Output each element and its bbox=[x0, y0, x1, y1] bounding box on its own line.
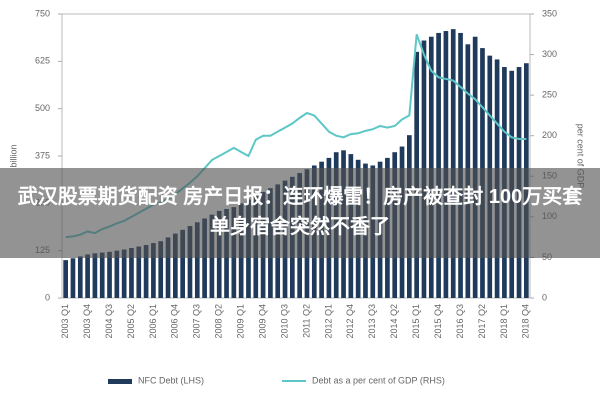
x-tick-label: 2012 Q4 bbox=[345, 304, 355, 339]
y-tick-label: 625 bbox=[35, 56, 50, 66]
x-tick-label: 2009 Q1 bbox=[236, 304, 246, 339]
x-tick-label: 2014 Q2 bbox=[389, 304, 399, 339]
bar bbox=[458, 32, 463, 298]
x-tick-label: 2008 Q2 bbox=[214, 304, 224, 339]
legend-label: NFC Debt (LHS) bbox=[138, 375, 204, 385]
x-tick-label: 2005 Q2 bbox=[126, 304, 136, 339]
bar bbox=[129, 248, 134, 298]
bar bbox=[472, 36, 478, 298]
bar bbox=[121, 249, 127, 298]
bar bbox=[151, 243, 156, 298]
x-tick-label: 2003 Q1 bbox=[60, 304, 70, 339]
bar bbox=[180, 229, 185, 298]
bar bbox=[450, 29, 456, 298]
x-tick-label: 2013 Q3 bbox=[367, 304, 377, 339]
bar bbox=[99, 252, 105, 298]
x-tick-label: 2004 Q3 bbox=[104, 304, 114, 339]
bar bbox=[77, 256, 83, 298]
x-tick-label: 2007 Q3 bbox=[192, 304, 202, 339]
x-tick-label: 2017 Q2 bbox=[477, 304, 487, 339]
bar bbox=[202, 218, 207, 298]
legend-swatch bbox=[108, 379, 132, 384]
bar bbox=[63, 260, 68, 298]
bar bbox=[436, 32, 441, 298]
y-tick-label: 0 bbox=[45, 292, 50, 302]
x-tick-label: 2003 Q4 bbox=[82, 304, 92, 339]
legend-label: Debt as a per cent of GDP (RHS) bbox=[312, 375, 445, 385]
y2-tick-label: 350 bbox=[542, 8, 557, 18]
y-axis-label: billion bbox=[8, 144, 18, 167]
bar bbox=[70, 258, 76, 298]
x-tick-label: 2018 Q1 bbox=[499, 304, 509, 339]
x-tick-label: 2006 Q1 bbox=[148, 304, 158, 339]
y2-tick-label: 0 bbox=[542, 292, 547, 302]
bar bbox=[194, 222, 200, 298]
x-tick-label: 2018 Q4 bbox=[521, 304, 531, 339]
x-tick-label: 2011 Q2 bbox=[301, 304, 311, 338]
y-tick-label: 375 bbox=[35, 150, 50, 160]
overlay-title: 武汉股票期货配资 房产日报：连环爆雷！房产被查封 100万买套单身宿舍突然不香了 bbox=[0, 168, 600, 258]
plot-frame bbox=[61, 13, 531, 299]
bar bbox=[85, 254, 90, 298]
bar bbox=[173, 233, 178, 298]
y2-tick-label: 300 bbox=[542, 49, 557, 59]
y2-tick-label: 250 bbox=[542, 90, 557, 100]
bar bbox=[107, 251, 112, 298]
x-tick-label: 2016 Q3 bbox=[455, 304, 465, 339]
x-tick-label: 2015 Q4 bbox=[433, 304, 443, 339]
bar bbox=[92, 253, 98, 298]
bar bbox=[143, 244, 149, 298]
bar bbox=[114, 250, 120, 298]
bar bbox=[428, 36, 434, 298]
y-tick-label: 500 bbox=[35, 103, 50, 113]
y2-tick-label: 200 bbox=[542, 130, 557, 140]
y-tick-label: 750 bbox=[35, 8, 50, 18]
bar bbox=[165, 237, 171, 298]
x-tick-label: 2006 Q4 bbox=[170, 304, 180, 339]
x-tick-label: 2012 Q1 bbox=[323, 304, 333, 339]
bar bbox=[158, 241, 164, 298]
x-tick-label: 2010 Q3 bbox=[279, 304, 289, 339]
x-tick-label: 2009 Q4 bbox=[257, 304, 267, 339]
bar bbox=[187, 226, 193, 298]
y2-axis-label: per cent of GDP bbox=[576, 124, 586, 189]
bar bbox=[443, 31, 449, 298]
bar bbox=[136, 246, 142, 298]
x-tick-label: 2015 Q1 bbox=[411, 304, 421, 339]
